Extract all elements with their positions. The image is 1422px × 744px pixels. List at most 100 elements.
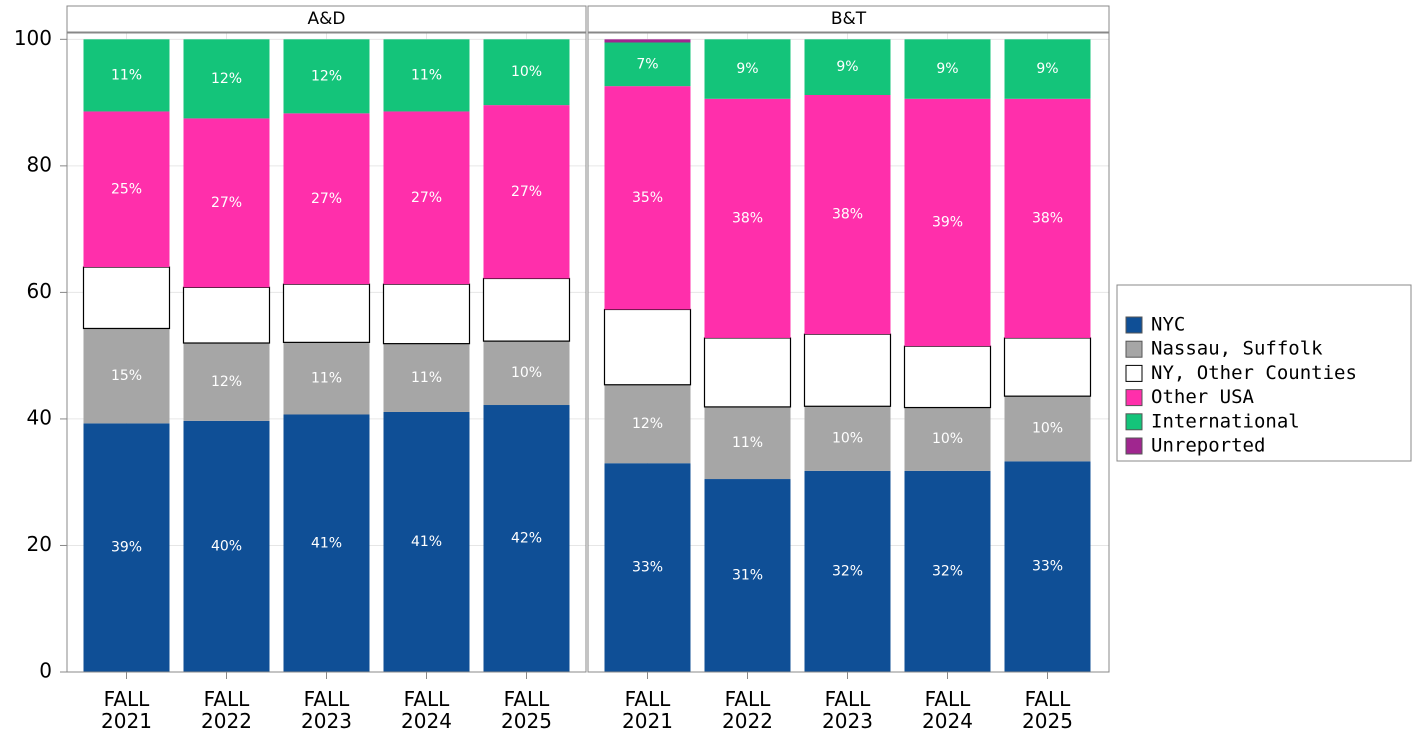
data-label: 9%: [736, 61, 758, 77]
data-label: 11%: [732, 435, 763, 451]
data-label: 27%: [311, 191, 342, 207]
x-tick-label: FALL 2025: [501, 687, 552, 733]
data-label: 39%: [932, 214, 963, 230]
bar-segment: [183, 343, 270, 421]
bar-segment: [904, 98, 991, 347]
x-tick-line: FALL: [725, 687, 771, 711]
bar-segment: [182, 286, 271, 344]
bar-segment: [804, 39, 891, 96]
x-tick-line: FALL: [504, 687, 550, 711]
bar-segment: [83, 111, 170, 268]
x-tick-line: 2021: [622, 709, 673, 733]
bar-segment: [604, 463, 691, 672]
data-label: 38%: [832, 207, 863, 223]
data-label: 41%: [311, 535, 342, 551]
x-tick-line: FALL: [625, 687, 671, 711]
x-tick-label: FALL 2022: [722, 687, 773, 733]
x-tick-line: 2023: [301, 709, 352, 733]
data-label: 9%: [1036, 61, 1058, 77]
x-tick-line: 2022: [201, 709, 252, 733]
data-label: 33%: [632, 560, 663, 576]
bar-segment: [604, 42, 691, 87]
bar-segment: [704, 479, 791, 672]
bar-segment: [183, 420, 270, 672]
bar-segment: [183, 118, 270, 288]
x-tick-line: 2022: [722, 709, 773, 733]
x-tick-label: FALL 2021: [622, 687, 673, 733]
data-label: 38%: [1032, 210, 1063, 226]
legend-swatch: [1125, 413, 1143, 431]
bar-segment: [283, 414, 370, 672]
bar-segment: [383, 343, 470, 412]
x-tick-line: 2021: [101, 709, 152, 733]
data-label: 31%: [732, 568, 763, 584]
y-tick-label: 40: [27, 405, 52, 429]
y-tick-label: 80: [27, 152, 52, 176]
x-tick-line: FALL: [204, 687, 250, 711]
data-label: 10%: [832, 431, 863, 447]
x-tick-label: FALL 2021: [101, 687, 152, 733]
bar-segment: [1004, 396, 1091, 462]
x-tick-label: FALL 2025: [1022, 687, 1073, 733]
legend-swatch: [1125, 340, 1143, 358]
x-tick-line: FALL: [104, 687, 150, 711]
data-label: 27%: [511, 184, 542, 200]
data-label: 25%: [111, 181, 142, 197]
bar-segment: [83, 423, 170, 672]
bar-segment: [803, 333, 892, 407]
data-label: 9%: [836, 59, 858, 75]
data-label: 11%: [311, 370, 342, 386]
bar-segment: [283, 113, 370, 285]
x-tick-line: 2024: [922, 709, 973, 733]
bar-segment: [283, 342, 370, 415]
data-label: 11%: [411, 370, 442, 386]
data-label: 11%: [411, 67, 442, 83]
bar-segment: [604, 384, 691, 464]
data-label: 11%: [111, 67, 142, 83]
x-tick-line: FALL: [1025, 687, 1071, 711]
data-label: 12%: [311, 68, 342, 84]
x-tick-line: 2023: [822, 709, 873, 733]
bar-segment: [904, 470, 991, 672]
data-label: 10%: [1032, 421, 1063, 437]
bar-segment: [903, 345, 992, 409]
panel-border: [587, 32, 1110, 673]
bar-segment: [904, 407, 991, 471]
y-tick-label: 100: [14, 26, 52, 50]
bar-segment: [603, 308, 692, 386]
bar-segment: [483, 341, 570, 406]
legend-swatch: [1125, 437, 1143, 455]
bar-segment: [383, 111, 470, 285]
x-tick-line: FALL: [404, 687, 450, 711]
bar-segment: [383, 411, 470, 672]
legend-label: Other USA: [1151, 386, 1255, 408]
strip-label: A&D: [308, 9, 346, 29]
legend-box: [1116, 284, 1412, 462]
bar-segment: [703, 337, 792, 408]
legend-swatch: [1125, 364, 1143, 382]
data-label: 10%: [932, 431, 963, 447]
data-label: 38%: [732, 210, 763, 226]
data-label: 40%: [211, 538, 242, 554]
data-label: 27%: [411, 190, 442, 206]
legend-swatch: [1125, 316, 1143, 334]
bar-segment: [704, 39, 791, 99]
bar-segment: [83, 39, 170, 112]
legend-label: Nassau, Suffolk: [1151, 338, 1323, 360]
bar-segment: [1004, 98, 1091, 338]
data-label: 12%: [632, 416, 663, 432]
x-tick-label: FALL 2024: [401, 687, 452, 733]
x-tick-line: 2025: [501, 709, 552, 733]
bar-segment: [804, 95, 891, 335]
bar-segment: [382, 283, 471, 345]
bar-segment: [383, 39, 470, 112]
bar-segment: [804, 470, 891, 672]
data-label: 12%: [211, 71, 242, 87]
legend-label: International: [1151, 410, 1300, 432]
bar-segment: [283, 39, 370, 114]
data-label: 10%: [511, 64, 542, 80]
bar-segment: [482, 277, 571, 342]
data-label: 42%: [511, 531, 542, 547]
bar-segment: [483, 105, 570, 279]
